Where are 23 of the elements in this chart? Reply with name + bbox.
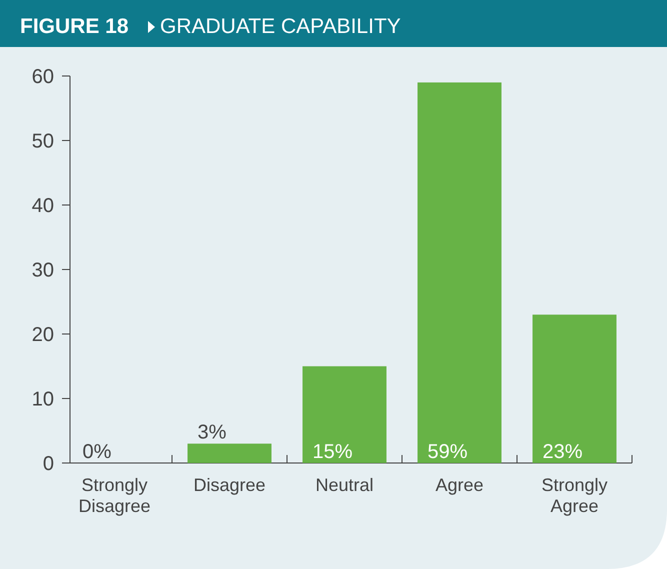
- y-tick-label: 10: [32, 388, 54, 410]
- x-tick-label: Disagree: [193, 475, 266, 495]
- y-tick-label: 40: [32, 195, 54, 217]
- y-tick-label: 30: [32, 260, 54, 282]
- chart-title: FIGURE 18: [20, 15, 129, 38]
- data-label: 3%: [198, 422, 227, 444]
- x-tick-label: Agree: [435, 475, 484, 495]
- bar: [418, 82, 502, 463]
- chart-subtitle: GRADUATE CAPABILITY: [160, 15, 401, 38]
- x-tick-label: Neutral: [315, 475, 374, 495]
- bar: [188, 444, 272, 463]
- data-label: 0%: [82, 441, 112, 463]
- x-tick-label: Strongly Agree: [541, 475, 608, 516]
- y-tick-label: 50: [32, 130, 54, 152]
- bar: [302, 366, 386, 463]
- y-tick-label: 0: [42, 453, 54, 475]
- data-label: 23%: [542, 441, 583, 463]
- data-label: 59%: [428, 441, 468, 463]
- bar: [532, 314, 616, 463]
- y-tick-label: 20: [32, 324, 54, 346]
- x-tick-label: Strongly Disagree: [78, 475, 151, 516]
- y-tick-label: 60: [32, 66, 54, 88]
- data-label: 15%: [312, 441, 353, 463]
